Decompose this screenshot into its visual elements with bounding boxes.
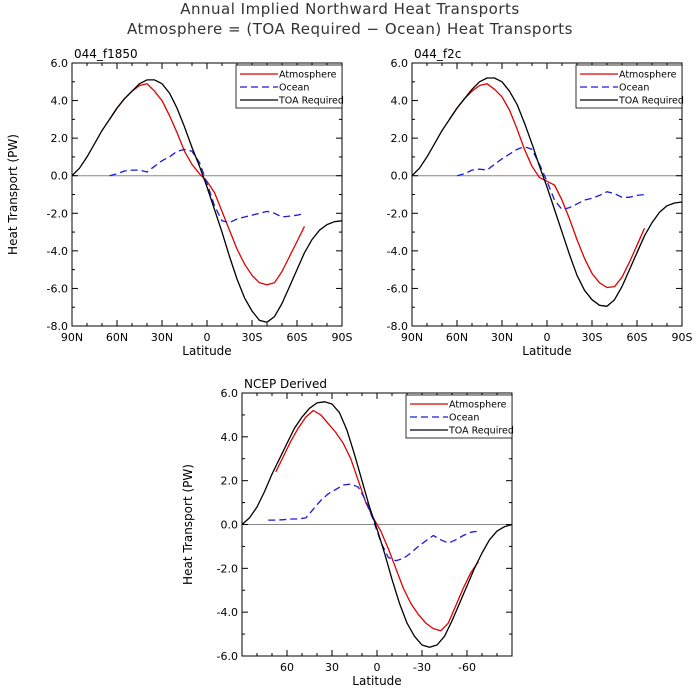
y-axis-label: Heat Transport (PW) <box>6 134 20 255</box>
series-line-toa-required <box>241 401 513 648</box>
series-line-atmosphere <box>448 83 646 289</box>
y-tick-label: -4.0 <box>47 245 68 258</box>
x-tick-label: 30 <box>325 661 339 674</box>
x-tick-label: 90S <box>672 331 693 344</box>
legend: Atmosphere Ocean TOA Required <box>405 394 514 439</box>
y-tick-label: -6.0 <box>217 650 238 663</box>
y-tick-label: -2.0 <box>387 207 408 220</box>
x-tick-label: 0 <box>204 331 211 344</box>
x-tick-label: 0 <box>544 331 551 344</box>
panel-title: 044_f1850 <box>74 47 138 61</box>
x-tick-label: 90S <box>332 331 353 344</box>
y-axis-label: Heat Transport (PW) <box>181 464 195 585</box>
x-tick-label: -60 <box>458 661 476 674</box>
legend-label: Ocean <box>279 83 309 94</box>
y-tick-label: 0.0 <box>221 519 239 532</box>
chart-panel-2: -8.0 -6.0 -4.0 -2.0 0.0 2.0 4.0 6.0 90N 60N 30N 0 30… <box>387 47 693 358</box>
x-axis-label: Latitude <box>522 344 571 358</box>
x-tick-label: 60S <box>627 331 648 344</box>
y-tick-label: -2.0 <box>217 562 238 575</box>
y-tick-label: 0.0 <box>391 170 409 183</box>
y-tick-label: -8.0 <box>47 320 68 333</box>
y-tick-label: 0.0 <box>51 170 69 183</box>
y-tick-label: 2.0 <box>221 475 239 488</box>
y-tick-label: 2.0 <box>51 132 69 145</box>
panel-title: 044_f2c <box>414 47 461 61</box>
y-tick-label: -6.0 <box>387 282 408 295</box>
legend-label: Ocean <box>449 413 479 424</box>
legend-label: TOA Required <box>278 96 344 107</box>
x-tick-label: -30 <box>413 661 431 674</box>
series-line-ocean <box>268 483 479 562</box>
legend-label: Ocean <box>619 83 649 94</box>
legend-label: TOA Required <box>448 426 514 437</box>
y-tick-label: 6.0 <box>391 57 409 70</box>
x-tick-label: 30N <box>491 331 513 344</box>
y-tick-label: 4.0 <box>51 95 69 108</box>
x-axis-label: Latitude <box>352 674 401 688</box>
legend: Atmosphere Ocean TOA Required <box>575 64 684 109</box>
x-tick-label: 90N <box>61 331 83 344</box>
figure-subtitle: Atmosphere = (TOA Required − Ocean) Heat… <box>126 20 573 38</box>
figure-title: Annual Implied Northward Heat Transports <box>180 0 520 18</box>
x-tick-label: 60N <box>446 331 468 344</box>
series-line-atmosphere <box>275 409 479 632</box>
y-tick-label: 4.0 <box>221 431 239 444</box>
series-line-atmosphere <box>108 83 306 286</box>
x-tick-label: 30S <box>242 331 263 344</box>
chart-panel-3: -6.0 -4.0 -2.0 0.0 2.0 4.0 6.0 60 30 0 -30 -60 NCEP … <box>181 377 514 688</box>
y-tick-label: -6.0 <box>47 282 68 295</box>
x-tick-label: 30N <box>151 331 173 344</box>
legend-label: Atmosphere <box>449 400 507 411</box>
y-tick-label: -8.0 <box>387 320 408 333</box>
legend-label: TOA Required <box>618 96 684 107</box>
series-line-toa-required <box>71 79 343 323</box>
y-tick-label: 2.0 <box>391 132 409 145</box>
x-tick-label: 0 <box>374 661 381 674</box>
y-tick-label: -4.0 <box>387 245 408 258</box>
x-tick-label: 60 <box>280 661 294 674</box>
y-tick-label: -4.0 <box>217 606 238 619</box>
series-line-ocean <box>109 148 305 224</box>
legend-label: Atmosphere <box>619 70 677 81</box>
y-tick-label: 6.0 <box>221 387 239 400</box>
x-tick-label: 30S <box>582 331 603 344</box>
x-axis-label: Latitude <box>182 344 231 358</box>
chart-panel-1: -8.0 -6.0 -4.0 -2.0 0.0 2.0 4.0 6.0 90N 60N 30N 0 30… <box>6 47 353 358</box>
legend-label: Atmosphere <box>279 70 337 81</box>
x-tick-label: 60N <box>106 331 128 344</box>
legend-box <box>575 64 683 109</box>
panel-title: NCEP Derived <box>244 377 327 391</box>
y-tick-label: 6.0 <box>51 57 69 70</box>
x-tick-label: 60S <box>287 331 308 344</box>
y-tick-label: 4.0 <box>391 95 409 108</box>
legend: Atmosphere Ocean TOA Required <box>235 64 344 109</box>
series-line-toa-required <box>411 77 683 307</box>
x-tick-label: 90N <box>401 331 423 344</box>
y-tick-label: -2.0 <box>47 207 68 220</box>
